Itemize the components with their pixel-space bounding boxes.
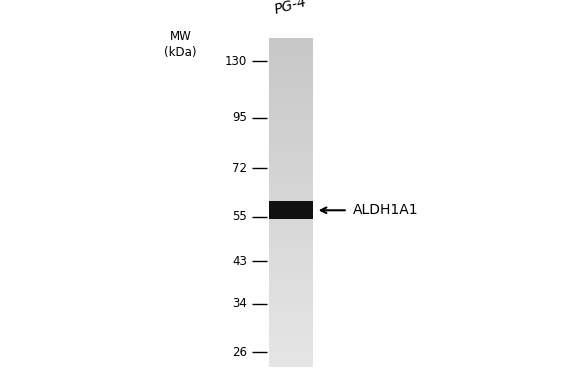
Text: 130: 130 xyxy=(225,55,247,68)
Text: PG-4: PG-4 xyxy=(274,0,308,17)
Text: 55: 55 xyxy=(233,210,247,223)
Text: (kDa): (kDa) xyxy=(164,46,197,59)
Text: ALDH1A1: ALDH1A1 xyxy=(353,203,418,217)
Text: 72: 72 xyxy=(232,161,247,175)
Text: 34: 34 xyxy=(232,297,247,310)
Bar xyxy=(269,201,313,219)
Text: 95: 95 xyxy=(232,112,247,124)
Text: 26: 26 xyxy=(232,346,247,359)
Text: MW: MW xyxy=(169,31,191,43)
Text: 43: 43 xyxy=(232,255,247,268)
